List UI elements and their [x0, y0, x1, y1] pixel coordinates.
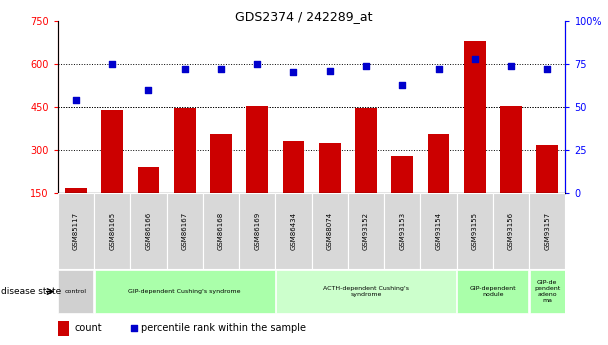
Point [398, 82, 407, 87]
Bar [464, 41, 486, 193]
Text: GSM88074: GSM88074 [326, 212, 333, 250]
Bar [174, 108, 196, 193]
Bar [65, 188, 87, 193]
Bar [420, 193, 457, 269]
Point [252, 61, 262, 67]
Text: GDS2374 / 242289_at: GDS2374 / 242289_at [235, 10, 373, 23]
Bar [311, 193, 348, 269]
Bar [536, 145, 558, 193]
Point [325, 68, 334, 73]
Text: GSM86165: GSM86165 [109, 212, 115, 250]
Text: GSM86168: GSM86168 [218, 212, 224, 250]
Bar [102, 110, 123, 193]
Point [71, 97, 81, 103]
Text: GIP-de
pendent
adeno
ma: GIP-de pendent adeno ma [534, 280, 561, 303]
Bar [94, 193, 130, 269]
Text: disease state: disease state [1, 287, 61, 296]
Bar [210, 134, 232, 193]
Bar [457, 270, 528, 313]
Text: GSM93157: GSM93157 [544, 212, 550, 250]
Bar [58, 321, 69, 336]
Point [470, 56, 480, 61]
Bar [355, 108, 377, 193]
Bar [530, 270, 565, 313]
Point [542, 66, 552, 72]
Bar [239, 193, 275, 269]
Text: GSM86166: GSM86166 [145, 212, 151, 250]
Text: ACTH-dependent Cushing's
syndrome: ACTH-dependent Cushing's syndrome [323, 286, 409, 297]
Bar [246, 106, 268, 193]
Point [143, 87, 153, 92]
Point [506, 63, 516, 68]
Point [361, 63, 371, 68]
Text: GSM86434: GSM86434 [291, 212, 297, 250]
Text: percentile rank within the sample: percentile rank within the sample [140, 323, 305, 333]
Bar [392, 156, 413, 193]
Point [107, 61, 117, 67]
Bar [319, 143, 340, 193]
Bar [384, 193, 420, 269]
Text: GSM93152: GSM93152 [363, 212, 369, 250]
Text: control: control [65, 289, 87, 294]
Bar [493, 193, 529, 269]
Bar [167, 193, 203, 269]
Bar [58, 193, 94, 269]
Bar [130, 193, 167, 269]
Point [434, 66, 443, 72]
Point [180, 66, 190, 72]
Text: GSM93153: GSM93153 [399, 212, 406, 250]
Point [289, 70, 299, 75]
Bar [276, 270, 456, 313]
Bar [275, 193, 311, 269]
Text: GSM86169: GSM86169 [254, 212, 260, 250]
Text: GSM85117: GSM85117 [73, 212, 79, 250]
Bar [283, 141, 305, 193]
Text: GIP-dependent
nodule: GIP-dependent nodule [469, 286, 516, 297]
Point [129, 325, 139, 331]
Bar [457, 193, 493, 269]
Point [216, 66, 226, 72]
Bar [500, 106, 522, 193]
Text: GIP-dependent Cushing's syndrome: GIP-dependent Cushing's syndrome [128, 289, 241, 294]
Text: GSM86167: GSM86167 [182, 212, 188, 250]
Bar [348, 193, 384, 269]
Bar [529, 193, 565, 269]
Bar [203, 193, 239, 269]
Bar [137, 167, 159, 193]
Bar [95, 270, 275, 313]
Text: GSM93155: GSM93155 [472, 212, 478, 250]
Text: GSM93154: GSM93154 [435, 212, 441, 250]
Text: count: count [74, 323, 102, 333]
Text: GSM93156: GSM93156 [508, 212, 514, 250]
Bar [58, 270, 93, 313]
Bar [427, 134, 449, 193]
